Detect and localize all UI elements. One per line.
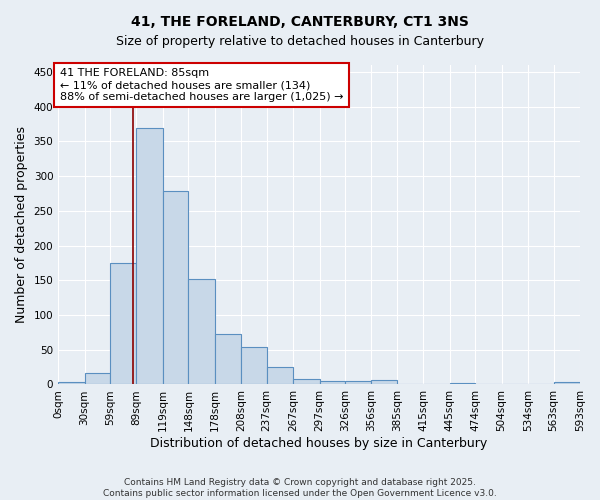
Text: 41, THE FORELAND, CANTERBURY, CT1 3NS: 41, THE FORELAND, CANTERBURY, CT1 3NS	[131, 15, 469, 29]
Bar	[293, 379, 320, 384]
Bar	[267, 367, 293, 384]
Text: Contains HM Land Registry data © Crown copyright and database right 2025.
Contai: Contains HM Land Registry data © Crown c…	[103, 478, 497, 498]
Bar	[85, 372, 110, 384]
Bar	[136, 128, 163, 384]
Text: 41 THE FORELAND: 85sqm
← 11% of detached houses are smaller (134)
88% of semi-de: 41 THE FORELAND: 85sqm ← 11% of detached…	[60, 68, 343, 102]
Bar	[371, 380, 397, 384]
Text: Size of property relative to detached houses in Canterbury: Size of property relative to detached ho…	[116, 35, 484, 48]
X-axis label: Distribution of detached houses by size in Canterbury: Distribution of detached houses by size …	[151, 437, 488, 450]
Bar	[110, 263, 136, 384]
Bar	[241, 347, 267, 385]
Bar	[163, 192, 188, 384]
Bar	[345, 381, 371, 384]
Y-axis label: Number of detached properties: Number of detached properties	[15, 126, 28, 323]
Bar	[450, 383, 475, 384]
Bar	[188, 279, 215, 384]
Bar	[554, 382, 580, 384]
Bar	[58, 382, 85, 384]
Bar	[320, 381, 345, 384]
Bar	[215, 334, 241, 384]
